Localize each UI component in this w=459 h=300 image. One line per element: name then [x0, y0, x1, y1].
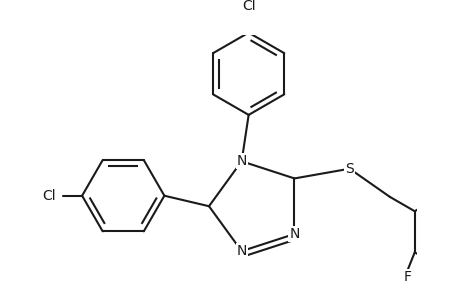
- Text: Cl: Cl: [42, 189, 56, 203]
- Text: N: N: [236, 244, 246, 258]
- Text: N: N: [289, 227, 299, 241]
- Text: N: N: [236, 154, 246, 168]
- Text: F: F: [403, 270, 411, 284]
- Text: Cl: Cl: [241, 0, 255, 14]
- Text: S: S: [345, 162, 353, 176]
